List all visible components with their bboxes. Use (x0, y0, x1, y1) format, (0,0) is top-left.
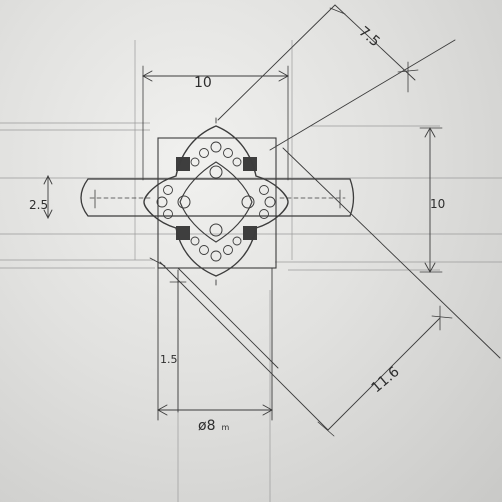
construction-lines (0, 40, 502, 502)
label-shank-offset: 1.5 (160, 353, 178, 366)
dim-ring-size (157, 404, 273, 416)
gallery-corners (176, 157, 257, 240)
label-height-right: 10 (430, 197, 446, 211)
dim-diagonal-top (217, 4, 456, 151)
label-top-width: 10 (194, 75, 212, 91)
dim-right-height (419, 127, 443, 273)
dim-top-width (142, 65, 289, 181)
label-band-width: 2.5 (29, 198, 49, 212)
ring-shank (80, 178, 355, 217)
flower-setting (143, 117, 289, 286)
dim-band-width (43, 174, 53, 220)
ring-size-unit: m (221, 423, 230, 432)
label-ring-size: ø8 m (198, 417, 229, 433)
dim-shank-offset (169, 269, 187, 413)
dim-diagonals (149, 147, 501, 437)
setting-frame (157, 137, 277, 421)
ring-size-value: 8 (206, 418, 216, 434)
diameter-symbol: ø (198, 418, 207, 434)
